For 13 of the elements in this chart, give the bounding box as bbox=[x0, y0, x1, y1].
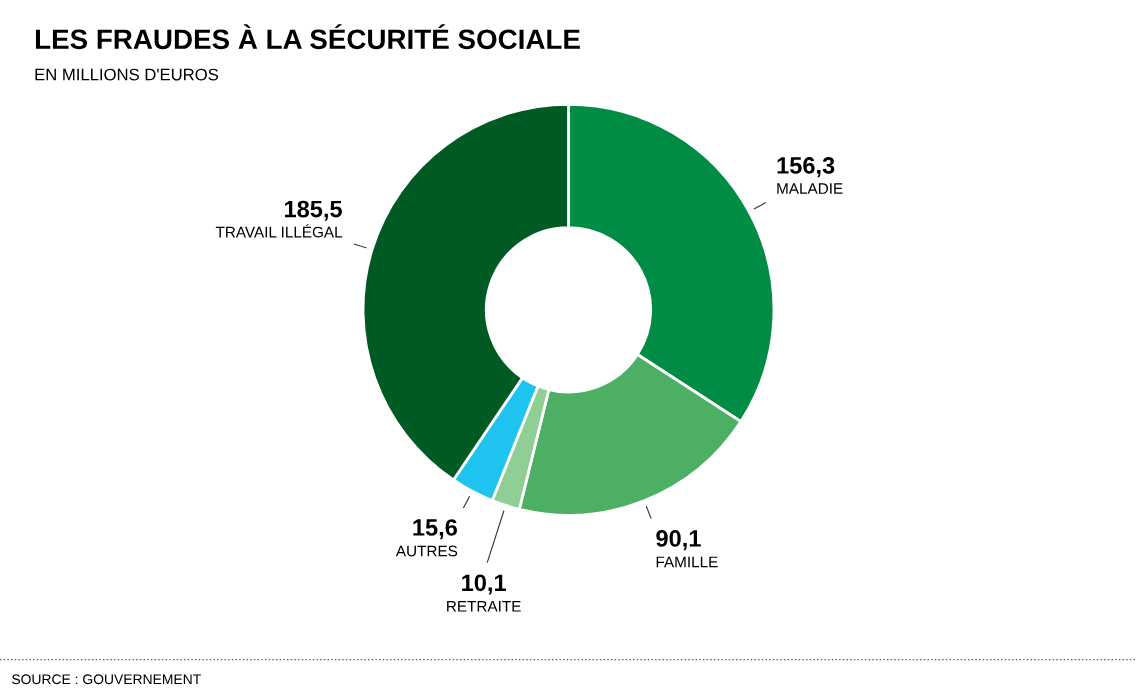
source-note: SOURCE : GOUVERNEMENT bbox=[12, 674, 201, 685]
slice-label: RETRAITE bbox=[447, 601, 521, 612]
slice-label: AUTRES bbox=[395, 545, 458, 557]
data-label: 156,3 bbox=[777, 157, 835, 178]
slice-label: TRAVAIL ILLÉGAL bbox=[215, 224, 343, 238]
data-label: 185,5 bbox=[285, 200, 342, 221]
chart-title: LES FRAUDES À LA SÉCURITÉ SOCIALE bbox=[35, 24, 580, 50]
slice-label: FAMILLE bbox=[656, 556, 718, 568]
data-label: 90,1 bbox=[656, 530, 701, 551]
data-label: 10,1 bbox=[462, 574, 506, 595]
slice-label: MALADIE bbox=[777, 183, 843, 194]
chart-subtitle: EN MILLIONS D'EUROS bbox=[35, 68, 219, 81]
data-label: 15,6 bbox=[413, 519, 457, 540]
